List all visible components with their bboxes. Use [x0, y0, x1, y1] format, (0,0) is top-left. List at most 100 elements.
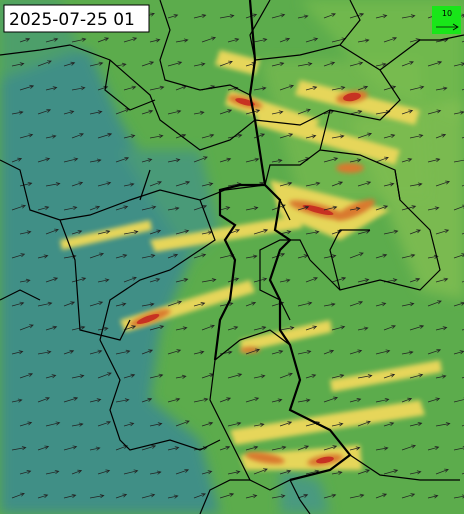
wind-arrow: [331, 470, 343, 475]
wind-arrow: [63, 301, 76, 307]
wind-arrow: [271, 158, 283, 163]
wind-arrow: [349, 206, 361, 211]
wind-arrow: [323, 13, 336, 19]
wind-arrow: [219, 109, 233, 115]
wind-arrow: [89, 301, 104, 307]
wind-arrow: [409, 182, 423, 187]
wind-arrow: [115, 302, 127, 307]
wind-arrow: [167, 300, 183, 307]
wind-arrow: [375, 493, 388, 499]
wind-arrow: [71, 86, 86, 91]
wind-arrow: [435, 468, 449, 475]
wind-arrow: [141, 158, 153, 163]
wind-arrow: [45, 277, 59, 283]
wind-arrow: [305, 277, 318, 283]
wind-arrow: [141, 444, 157, 451]
wind-arrow: [37, 494, 49, 499]
wind-arrow: [305, 134, 317, 139]
wind-arrow: [271, 398, 283, 403]
wind-arrow: [97, 420, 112, 427]
wind-arrow: [375, 156, 389, 163]
wind-arrow: [331, 373, 345, 379]
wind-arrow: [123, 182, 135, 187]
wind-arrow: [97, 372, 112, 379]
wind-arrow: [245, 254, 258, 259]
wind-arrow: [409, 324, 425, 331]
wind-arrow: [383, 36, 398, 43]
wind-arrow: [149, 422, 163, 427]
wind-arrow: [219, 350, 233, 355]
wind-arrow: [427, 397, 441, 403]
wind-arrow: [45, 469, 60, 475]
wind-arrow: [37, 157, 51, 163]
wind-arrow: [167, 14, 179, 19]
wind-arrow: [71, 422, 84, 427]
wind-arrow: [11, 492, 25, 499]
wind-arrows: [11, 12, 464, 499]
wind-arrow: [245, 445, 259, 451]
wind-arrow: [11, 62, 25, 67]
wind-arrow: [219, 206, 231, 211]
wind-arrow: [97, 469, 111, 475]
wind-arrow: [19, 84, 35, 91]
wind-arrow: [115, 62, 127, 67]
wind-arrow: [193, 253, 207, 259]
legend-arrow: [436, 23, 459, 31]
wind-arrow: [349, 446, 361, 451]
wind-arrow: [279, 133, 294, 139]
wind-arrow: [435, 374, 447, 379]
wind-arrow: [297, 14, 309, 19]
wind-arrow: [331, 181, 344, 187]
wind-arrow: [89, 110, 103, 115]
wind-arrow: [349, 300, 364, 307]
wind-arrow: [271, 13, 286, 19]
wind-arrow: [401, 493, 416, 499]
wind-arrow: [253, 133, 266, 139]
wind-arrow: [279, 84, 295, 91]
wind-arrow: [375, 446, 389, 451]
wind-arrow: [357, 38, 370, 43]
timestamp-box: 2025-07-25 01: [3, 4, 150, 33]
wind-arrow: [89, 494, 105, 499]
wind-arrow: [245, 494, 258, 499]
wind-arrow: [227, 421, 242, 427]
wind-arrow: [141, 61, 155, 67]
wind-arrow: [435, 277, 449, 283]
wind-arrow: [279, 469, 292, 475]
wind-arrow: [409, 229, 422, 235]
wind-arrow: [357, 181, 372, 187]
wind-arrow: [435, 326, 448, 331]
wind-arrow: [193, 204, 208, 211]
wind-arrow: [297, 445, 310, 451]
wind-arrow: [115, 445, 128, 451]
wind-arrow: [401, 109, 414, 115]
wind-arrow: [435, 229, 450, 235]
wind-arrow: [375, 205, 389, 211]
wind-arrow: [331, 134, 345, 139]
wind-arrow: [279, 37, 291, 43]
wind-arrow: [357, 85, 369, 91]
wind-arrow: [297, 108, 311, 115]
wind-arrow: [71, 230, 83, 235]
wind-arrow: [383, 134, 396, 139]
wind-arrow: [357, 132, 373, 139]
wind-arrow: [305, 325, 318, 331]
wind-arrow: [45, 374, 57, 379]
wind-arrow: [245, 397, 260, 403]
wind-arrow: [45, 228, 59, 235]
wind-arrow: [427, 300, 442, 307]
wind-arrow: [409, 133, 424, 139]
wind-arrow: [349, 493, 365, 499]
wind-arrow: [175, 277, 189, 283]
wind-arrow: [401, 444, 417, 451]
wind-arrow: [427, 109, 442, 115]
wind-arrow: [167, 349, 182, 355]
wind-arrow: [383, 325, 396, 331]
wind-arrow: [149, 181, 162, 187]
wind-arrow: [193, 156, 208, 163]
wind-arrow: [331, 422, 344, 427]
wind-arrow: [357, 278, 370, 283]
wind-arrow: [63, 493, 77, 499]
wind-arrow: [401, 158, 413, 163]
